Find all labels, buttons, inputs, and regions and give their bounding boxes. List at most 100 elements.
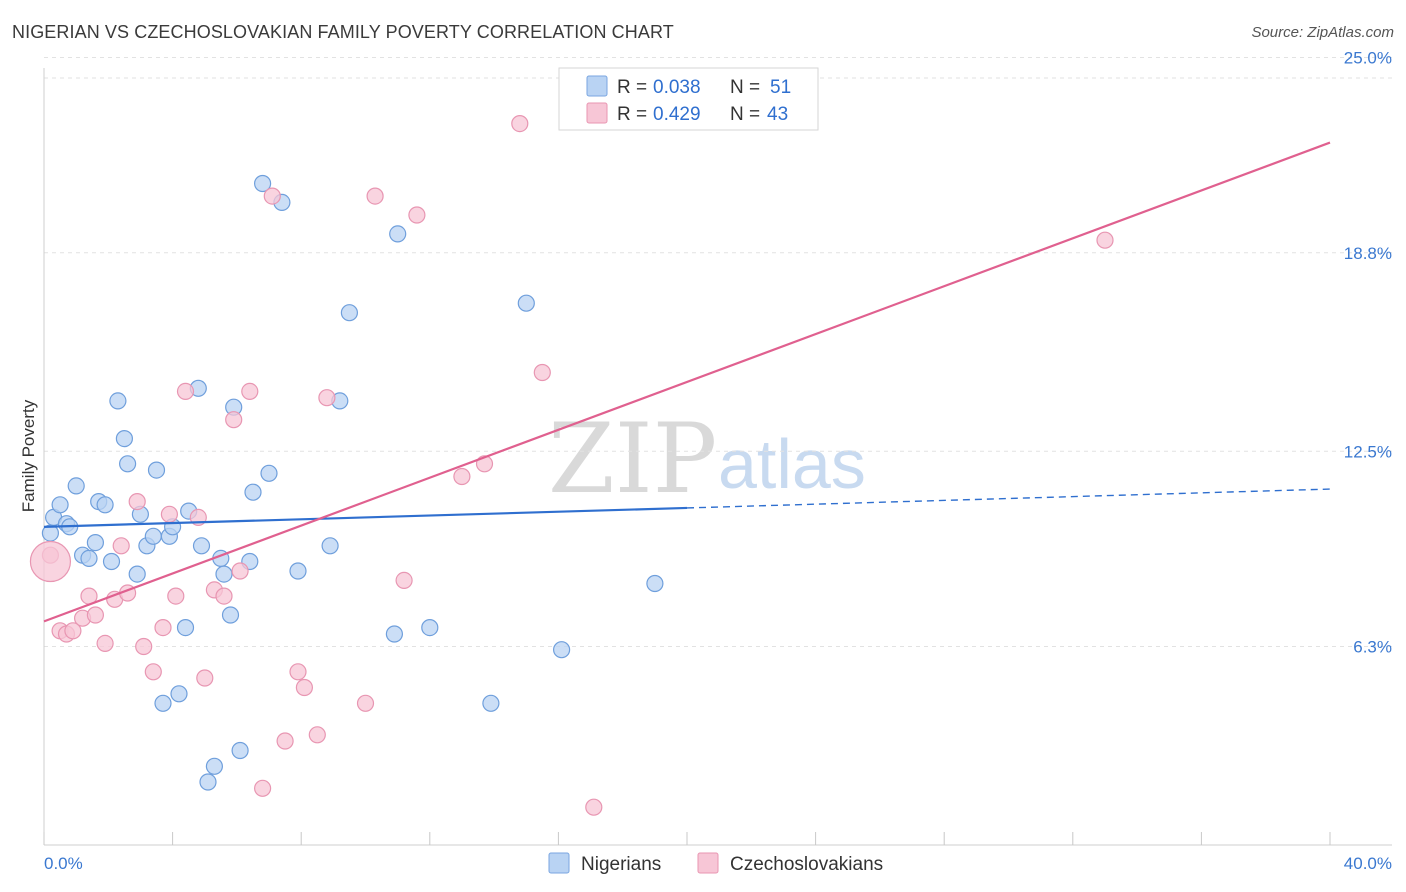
y-tick-labels: 6.3% 12.5% 18.8% 25.0% (1344, 49, 1392, 657)
legend-n-label-2: N = (730, 104, 760, 125)
axes (43, 68, 1392, 846)
legend-swatch-czechoslovakians (586, 102, 608, 124)
point-nigerians (102, 552, 121, 571)
point-nigerians (154, 694, 172, 712)
point-czechoslovakians (167, 587, 185, 605)
point-czechoslovakians (395, 571, 413, 590)
point-czechoslovakians (176, 382, 195, 400)
point-nigerians (289, 562, 307, 580)
point-czechoslovakians (511, 114, 529, 133)
point-nigerians (67, 477, 85, 495)
point-nigerians (96, 496, 114, 514)
point-nigerians (215, 565, 233, 583)
legend-r-value-2: 0.429 (653, 104, 701, 125)
point-nigerians (192, 537, 211, 555)
point-czechoslovakians (1096, 231, 1114, 249)
legend-n-value-1: 51 (770, 77, 791, 98)
point-czechoslovakians (585, 798, 603, 816)
trend-line-nigerians (43, 506, 688, 528)
point-nigerians (254, 174, 272, 193)
point-czechoslovakians (453, 467, 471, 486)
point-nigerians (221, 606, 240, 624)
point-nigerians (115, 430, 134, 448)
point-czechoslovakians (263, 187, 281, 205)
legend-n-value-2: 43 (767, 104, 788, 125)
y-tick-label: 18.8% (1344, 244, 1392, 263)
point-czechoslovakians (196, 669, 214, 687)
point-czechoslovakians (154, 618, 172, 637)
point-czechoslovakians (289, 663, 307, 681)
point-nigerians (86, 533, 105, 552)
point-nigerians (260, 464, 278, 482)
legend-r-value-1: 0.038 (653, 77, 701, 98)
point-czechoslovakians (160, 505, 178, 523)
trend-line-czechoslovakians (43, 141, 1331, 623)
point-nigerians (109, 392, 127, 410)
point-nigerians (128, 565, 146, 583)
stats-legend: R = 0.038 N = 51 R = 0.429 N = 43 (558, 67, 819, 131)
point-czechoslovakians (64, 622, 82, 640)
point-nigerians (517, 294, 535, 312)
y-tick-label: 12.5% (1344, 442, 1392, 461)
point-nigerians (340, 304, 358, 322)
point-czechoslovakians (366, 187, 384, 205)
point-czechoslovakians (276, 732, 294, 750)
watermark-atlas: atlas (718, 425, 866, 503)
point-czechoslovakians (231, 562, 249, 580)
watermark-zip: ZIP (548, 403, 717, 515)
watermark: ZIP atlas (548, 403, 866, 515)
point-czechoslovakians (112, 537, 130, 555)
point-nigerians (231, 741, 249, 760)
legend-swatch-nigerians (586, 75, 608, 97)
bottom-legend-nigerians: Nigerians (581, 854, 661, 875)
point-nigerians (321, 537, 339, 555)
point-nigerians (199, 773, 217, 791)
point-nigerians (646, 574, 664, 593)
point-nigerians (80, 549, 98, 568)
point-nigerians (51, 496, 69, 514)
point-nigerians (205, 757, 223, 775)
x-tick-label-max: 40.0% (1344, 854, 1392, 873)
point-nigerians (385, 625, 403, 643)
chart-title: NIGERIAN VS CZECHOSLOVAKIAN FAMILY POVER… (12, 22, 674, 42)
point-nigerians (147, 461, 166, 479)
point-nigerians (482, 694, 500, 712)
point-czechoslovakians (144, 663, 162, 681)
point-nigerians (244, 483, 262, 501)
legend-r-label-1: R = (617, 77, 647, 98)
y-tick-label: 25.0% (1344, 49, 1392, 68)
point-czechoslovakians (295, 678, 313, 697)
point-nigerians (176, 618, 195, 637)
bottom-swatch-czechoslovakians (697, 852, 719, 874)
point-nigerians (170, 685, 188, 703)
source-credit: Source: ZipAtlas.com (1251, 24, 1394, 41)
point-czechoslovakians (356, 694, 375, 712)
series-legend: Nigerians Czechoslovakians (548, 852, 883, 875)
point-nigerians (118, 455, 137, 473)
point-nigerians (389, 225, 407, 243)
point-czechoslovakians-large (29, 540, 72, 583)
point-czechoslovakians (215, 587, 233, 605)
point-czechoslovakians (96, 634, 114, 653)
y-tick-label: 6.3% (1353, 638, 1392, 657)
x-tick-marks (43, 832, 1331, 845)
point-czechoslovakians (135, 637, 153, 656)
point-czechoslovakians (254, 779, 272, 797)
point-czechoslovakians (533, 363, 551, 382)
point-czechoslovakians (308, 726, 326, 744)
point-czechoslovakians (318, 389, 336, 407)
point-nigerians (552, 641, 571, 659)
bottom-swatch-nigerians (548, 852, 570, 874)
point-czechoslovakians (408, 206, 426, 224)
point-czechoslovakians (86, 606, 105, 624)
point-nigerians (144, 527, 162, 545)
trend-lines (43, 141, 1331, 623)
point-czechoslovakians (241, 382, 259, 400)
point-nigerians (421, 618, 439, 637)
legend-r-label-2: R = (617, 104, 647, 125)
bottom-legend-czechoslovakians: Czechoslovakians (730, 854, 883, 875)
x-tick-label-min: 0.0% (44, 854, 83, 873)
point-czechoslovakians (128, 493, 146, 511)
data-points (29, 114, 1114, 816)
